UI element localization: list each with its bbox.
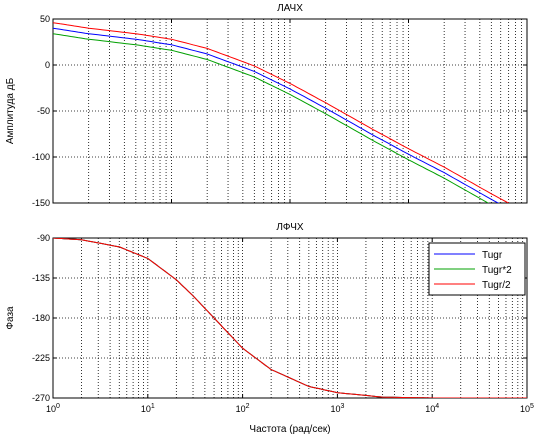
- x-tick-label: 105: [520, 403, 534, 414]
- x-tick-label: 102: [236, 403, 250, 414]
- y-axis-label: Фаза: [5, 306, 16, 330]
- y-tick-label: -150: [32, 198, 50, 208]
- chart-title: ЛАЧХ: [277, 3, 303, 14]
- series-line-0: [53, 27, 500, 203]
- legend: Tugr Tugr*2 Tugr/2: [428, 242, 526, 296]
- legend-label: Tugr/2: [482, 280, 511, 291]
- y-tick-label: -270: [32, 393, 50, 403]
- series-line-1: [53, 33, 490, 203]
- x-tick-label: 100: [46, 403, 60, 414]
- magnitude-plot: 50 0 -50 -100 -150 ЛАЧХ Амплитуда дБ: [5, 3, 528, 208]
- y-tick-label: -100: [32, 152, 50, 162]
- x-tick-label: 101: [141, 403, 155, 414]
- y-tick-label: -90: [37, 233, 50, 243]
- legend-label: Tugr*2: [482, 265, 512, 276]
- y-tick-label: -50: [37, 106, 50, 116]
- chart-title: ЛФЧХ: [276, 222, 303, 233]
- y-tick-label: -135: [32, 273, 50, 283]
- series-line-2: [53, 22, 510, 203]
- series-line-2: [53, 238, 527, 398]
- y-tick-label: 50: [40, 14, 50, 24]
- y-tick-label: -225: [32, 353, 50, 363]
- y-axis-label: Амплитуда дБ: [5, 77, 16, 144]
- y-tick-label: -180: [32, 313, 50, 323]
- x-tick-label: 103: [330, 403, 344, 414]
- legend-label: Tugr: [482, 250, 503, 261]
- y-tick-label: 0: [45, 60, 50, 70]
- x-tick-label: 104: [425, 403, 439, 414]
- x-axis-label: Частота (рад/сек): [249, 424, 330, 435]
